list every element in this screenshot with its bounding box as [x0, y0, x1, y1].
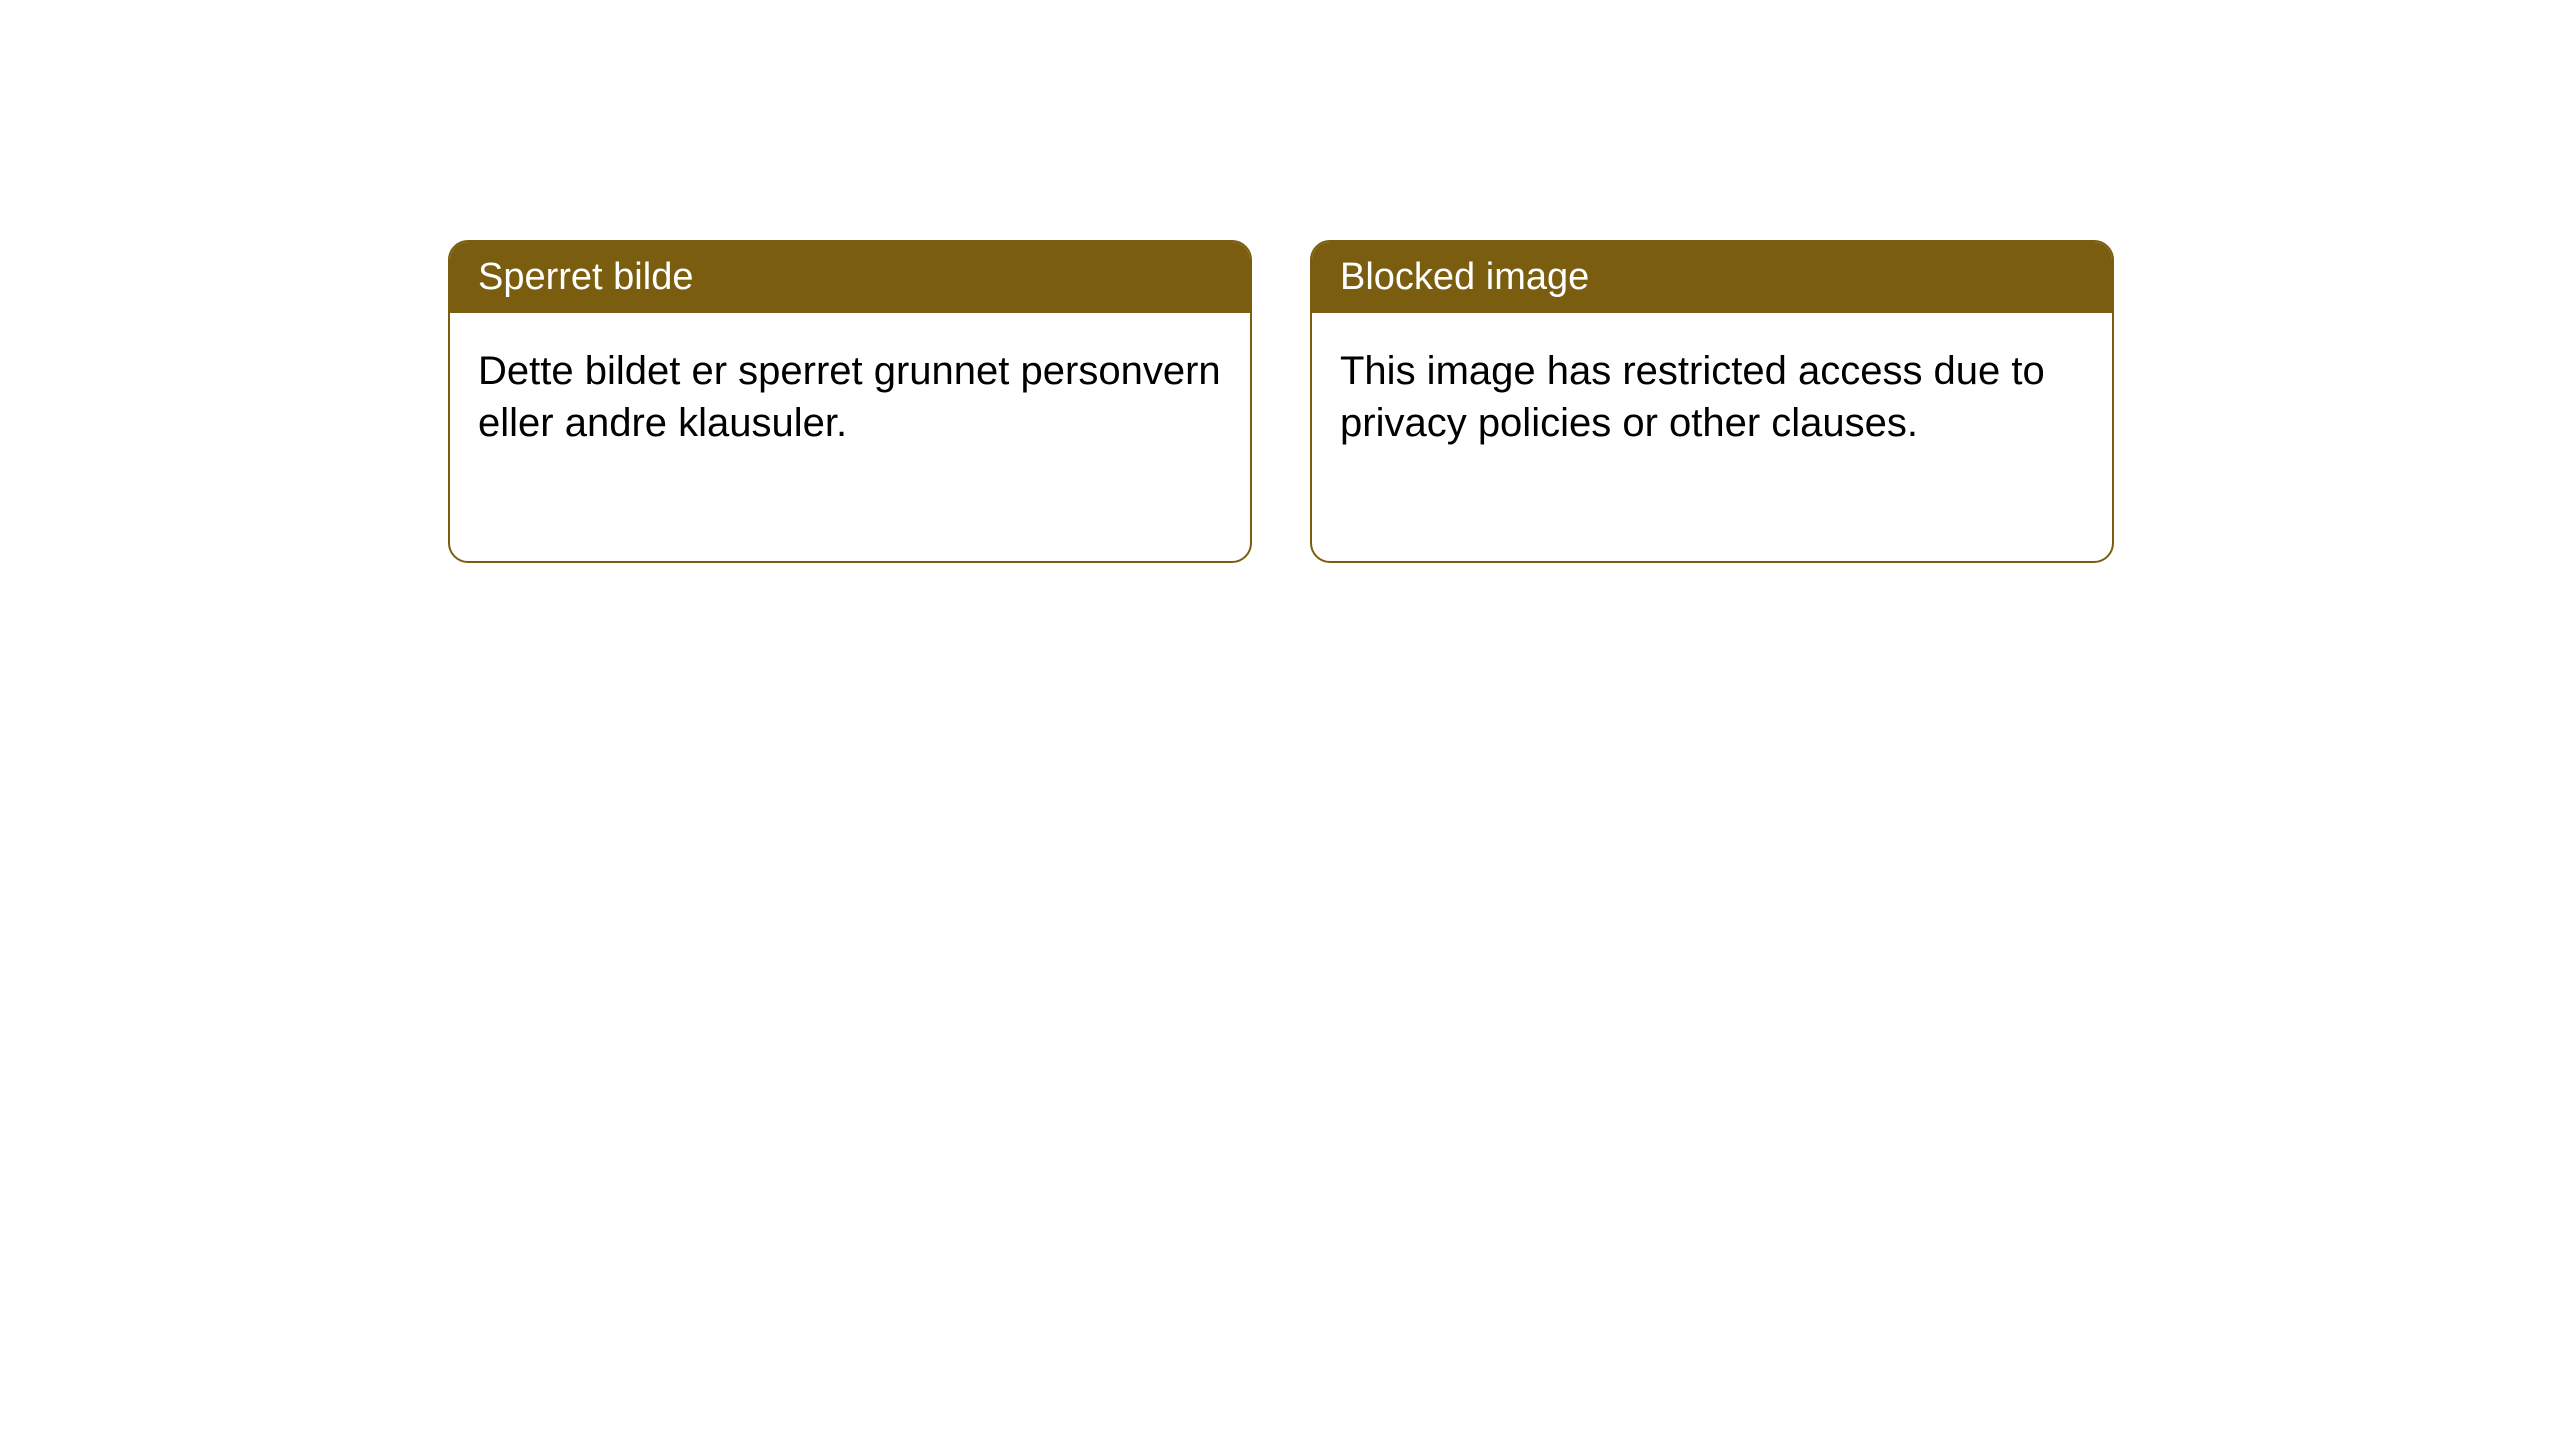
- card-header: Blocked image: [1312, 242, 2112, 313]
- notice-container: Sperret bilde Dette bildet er sperret gr…: [448, 240, 2114, 563]
- card-header: Sperret bilde: [450, 242, 1250, 313]
- card-body: Dette bildet er sperret grunnet personve…: [450, 313, 1250, 561]
- card-message: This image has restricted access due to …: [1340, 345, 2084, 449]
- blocked-image-card-no: Sperret bilde Dette bildet er sperret gr…: [448, 240, 1252, 563]
- card-title: Blocked image: [1340, 256, 1589, 298]
- card-message: Dette bildet er sperret grunnet personve…: [478, 345, 1222, 449]
- blocked-image-card-en: Blocked image This image has restricted …: [1310, 240, 2114, 563]
- card-body: This image has restricted access due to …: [1312, 313, 2112, 561]
- card-title: Sperret bilde: [478, 256, 693, 298]
